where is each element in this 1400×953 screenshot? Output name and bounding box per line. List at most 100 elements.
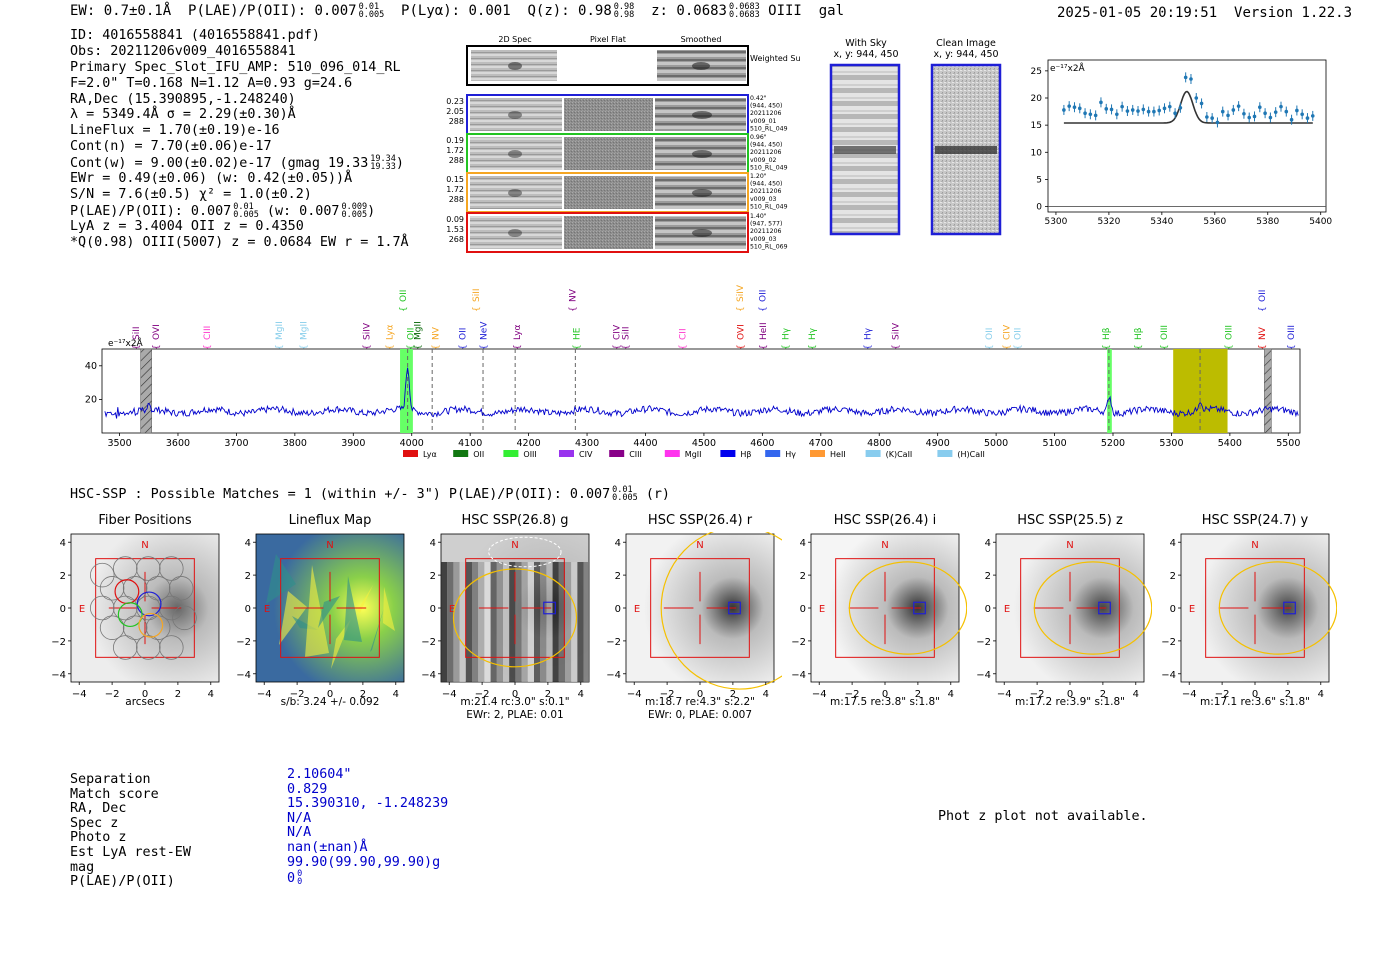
zoom-data-point bbox=[1305, 116, 1310, 120]
svg-text:OII: OII bbox=[407, 328, 417, 340]
spectrum-line-label: OII { bbox=[1014, 328, 1024, 350]
spectrum-line-label: CIV { bbox=[1003, 324, 1013, 350]
hsc-ytick: −2 bbox=[51, 637, 66, 648]
spectrum-line-label: OII { bbox=[399, 290, 409, 312]
hsc-panel-caption-2: EWr: 0, PLAE: 0.007 bbox=[647, 709, 753, 721]
svg-text:NeV: NeV bbox=[480, 321, 490, 340]
zoom-data-point bbox=[1130, 108, 1135, 112]
zoom-data-point bbox=[1236, 104, 1241, 108]
hsc-ytick: −2 bbox=[421, 637, 436, 648]
cutout-row-right-2: 20211206 bbox=[750, 228, 782, 235]
hsc-panel-caption: m:18.7 re:4.3" s:2.2" bbox=[645, 696, 755, 708]
zoom-data-point bbox=[1120, 104, 1124, 109]
candidate-value: N/A bbox=[287, 811, 448, 827]
cutout-row-left-1: 1.72 bbox=[446, 185, 464, 194]
info-contw: Cont(w) = 9.00(±0.02)e-17 (gmag 19.33 bbox=[70, 156, 369, 172]
hsc-xtick: 2 bbox=[175, 689, 181, 700]
hsc-red-box bbox=[280, 558, 380, 658]
svg-text:HE: HE bbox=[573, 327, 583, 340]
hsc-ytick: 4 bbox=[60, 538, 66, 549]
hsc-xtick: −4 bbox=[442, 689, 457, 700]
hsc-ytick: −2 bbox=[606, 637, 621, 648]
spectrum-line-label: OIII { bbox=[1225, 325, 1235, 350]
aperture-ellipse bbox=[848, 561, 967, 655]
svg-text:{: { bbox=[892, 344, 902, 350]
legend-label: HeII bbox=[830, 450, 846, 459]
cutout-row-left-1: 2.05 bbox=[446, 107, 464, 116]
info-fwhm: F=2.0" T=0.168 N=1.12 A=0.93 g=24.6 bbox=[70, 75, 353, 91]
hsc-ytick: 2 bbox=[430, 571, 436, 582]
spectrum-line-label: OII { bbox=[407, 328, 417, 350]
spectrum-cutouts: 2D Spec Pixel Flat Smoothed Weighted Sum… bbox=[446, 35, 800, 253]
spectrum-line-label: SiIV { bbox=[736, 284, 746, 312]
svg-text:{: { bbox=[432, 344, 442, 350]
hsc-summary-lo: 0.005 bbox=[612, 493, 638, 503]
svg-text:{: { bbox=[759, 344, 769, 350]
zoom-ytick: 20 bbox=[1031, 94, 1043, 104]
hsc-ytick: 0 bbox=[615, 604, 621, 615]
legend-swatch bbox=[765, 450, 781, 457]
svg-text:{: { bbox=[758, 306, 768, 312]
zoom-data-point bbox=[1146, 109, 1151, 114]
cutout-row-left-2: 288 bbox=[449, 117, 464, 126]
zoom-xtick: 5300 bbox=[1044, 217, 1067, 227]
zoom-data-point bbox=[1295, 108, 1299, 113]
spectrum-line-label: SiIV { bbox=[363, 322, 373, 350]
svg-text:SiIV: SiIV bbox=[892, 322, 902, 340]
col-title-2dspec: 2D Spec bbox=[498, 35, 531, 44]
legend-label: CIV bbox=[579, 450, 593, 459]
spectrum-line bbox=[104, 367, 1299, 419]
cutout-row-right-0: 1.20" bbox=[750, 173, 767, 180]
detection-info: ID: 4016558841 (4016558841.pdf) Obs: 202… bbox=[70, 28, 409, 250]
svg-text:OII: OII bbox=[459, 328, 469, 340]
zoom-data-point bbox=[1136, 109, 1140, 113]
zoom-data-point bbox=[1141, 107, 1146, 112]
hsc-ytick: −4 bbox=[421, 670, 436, 681]
spectrum-xtick: 5100 bbox=[1042, 438, 1066, 449]
legend-label: (K)CaII bbox=[886, 450, 913, 459]
fiber-circle bbox=[159, 635, 184, 660]
spectrum-line-label: Lyα { bbox=[513, 324, 523, 350]
zoom-data-point bbox=[1173, 111, 1177, 115]
candidate-label: Est LyA rest-EW bbox=[70, 844, 191, 860]
cutout-row-right-4: 510_RL_049 bbox=[750, 203, 788, 210]
zoom-xtick: 5340 bbox=[1150, 217, 1173, 227]
hsc-ytick: 4 bbox=[430, 538, 436, 549]
spectrum-line-label: HeII { bbox=[759, 322, 769, 350]
hsc-ytick: 4 bbox=[1170, 538, 1176, 549]
zoom-data-point bbox=[1162, 106, 1167, 111]
zoom-xtick: 5360 bbox=[1203, 217, 1226, 227]
hsc-north-label: N bbox=[326, 540, 333, 551]
svg-text:{: { bbox=[737, 344, 747, 350]
legend-swatch bbox=[937, 450, 953, 457]
candidate-label: Photo z bbox=[70, 830, 127, 846]
hsc-xtick: 0 bbox=[882, 689, 888, 700]
zoom-data-point bbox=[1062, 108, 1066, 112]
svg-text:{: { bbox=[1003, 344, 1013, 350]
legend-swatch bbox=[720, 450, 736, 457]
spectrum-line-label: MgII { bbox=[275, 321, 285, 350]
candidate-label: mag bbox=[70, 859, 95, 875]
spectrum-xtick: 4800 bbox=[867, 438, 891, 449]
hsc-east-label: E bbox=[264, 604, 270, 615]
info-obs: Obs: 20211206v009_4016558841 bbox=[70, 43, 296, 59]
hsc-east-label: E bbox=[79, 604, 85, 615]
hsc-red-box bbox=[465, 558, 565, 658]
svg-text:CIII: CIII bbox=[203, 326, 213, 340]
svg-text:{: { bbox=[1258, 306, 1268, 312]
col-title-smoothed: Smoothed bbox=[681, 35, 722, 44]
svg-text:{: { bbox=[363, 344, 373, 350]
hsc-red-box bbox=[1205, 558, 1305, 658]
legend-label: Lyα bbox=[423, 450, 437, 459]
fiber-circle bbox=[90, 562, 115, 588]
hsc-ytick: 0 bbox=[985, 604, 991, 615]
zoom-data-point bbox=[1226, 113, 1230, 118]
svg-text:OII: OII bbox=[1014, 328, 1024, 340]
info-id: ID: 4016558841 (4016558841.pdf) bbox=[70, 28, 320, 43]
spectrum-line-label: Hβ { bbox=[1102, 327, 1112, 350]
sky-images bbox=[829, 63, 1002, 236]
spectrum-line-label: OVI { bbox=[152, 324, 162, 350]
zoom-line-plot: e⁻¹⁷x2Å 5300 5320 5340 5360 5380 5400 0 5 10 15 20… bbox=[1031, 59, 1332, 227]
info-plae-hi: 0.01 bbox=[233, 201, 254, 212]
